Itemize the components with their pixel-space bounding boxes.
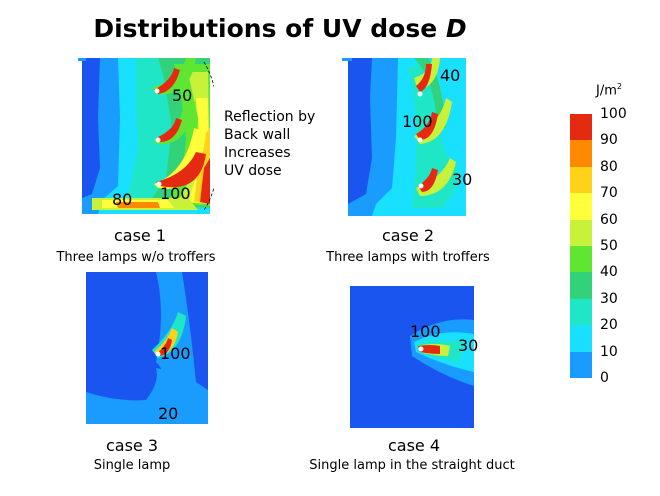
contour-label: 100 xyxy=(160,344,191,363)
colorbar-tick-label: 10 xyxy=(600,343,618,360)
contour-label: 80 xyxy=(112,190,133,209)
dose-map-case-2 xyxy=(342,58,466,216)
colorbar-tick-label: 90 xyxy=(600,132,618,149)
colorbar-tick-label: 60 xyxy=(600,211,618,228)
colorbar-unit: J/m2 xyxy=(596,82,622,98)
panel-case-1 xyxy=(78,58,214,214)
dose-map-case-3 xyxy=(86,272,208,424)
colorbar-band xyxy=(570,325,592,353)
colorbar-tick-label: 70 xyxy=(600,185,618,202)
colorbar-tick-label: 0 xyxy=(600,370,609,386)
colorbar-tick-label: 100 xyxy=(600,106,627,122)
panel-case-3 xyxy=(86,272,208,424)
annotation-line: UV dose xyxy=(224,163,282,179)
panel-case-2 xyxy=(342,58,466,216)
contour-label: 30 xyxy=(458,336,479,355)
case-label: case 2 xyxy=(381,226,435,245)
contour-label: 100 xyxy=(160,184,191,203)
colorbar-band xyxy=(570,114,592,141)
colorbar-tick-label: 30 xyxy=(600,290,618,307)
colorbar-band xyxy=(570,193,592,221)
contour-label: 100 xyxy=(402,112,433,131)
annotation-line: Reflection by xyxy=(224,109,316,125)
annotation-line: Back wall xyxy=(224,127,291,143)
case-description: Single lamp in the straight duct xyxy=(309,458,515,473)
case-label: case 3 xyxy=(105,436,159,455)
colorbar-tick-label: 50 xyxy=(600,238,618,254)
case-description: Three lamps with troffers xyxy=(326,250,490,265)
contour-label: 50 xyxy=(172,86,193,105)
colorbar-band xyxy=(570,140,592,168)
colorbar-band xyxy=(570,298,592,326)
colorbar-tick-label: 20 xyxy=(600,317,618,334)
dose-map-case-1 xyxy=(78,58,214,214)
title-text: Distributions of UV dose xyxy=(93,14,446,43)
colorbar-band xyxy=(570,272,592,300)
contour-label: 20 xyxy=(158,404,179,423)
dose-map-case-4 xyxy=(350,286,474,428)
colorbar-tick-label: 80 xyxy=(600,158,618,175)
contour-label: 40 xyxy=(440,66,461,85)
contour-label: 30 xyxy=(452,170,473,189)
colorbar-tick-label: 40 xyxy=(600,264,618,281)
case-description: Single lamp xyxy=(93,458,171,473)
case-label: case 4 xyxy=(387,436,441,455)
colorbar xyxy=(570,114,592,379)
contour-label: 100 xyxy=(410,322,441,341)
colorbar-band xyxy=(570,166,592,194)
annotation-line: Increases xyxy=(224,145,291,161)
diagram-title: Distributions of UV dose D xyxy=(0,14,560,43)
unit-exponent: 2 xyxy=(616,82,622,91)
colorbar-band xyxy=(570,246,592,273)
colorbar-band xyxy=(570,219,592,247)
case-label: case 1 xyxy=(113,226,167,245)
reflection-annotation: Reflection by Back wall Increases UV dos… xyxy=(224,108,315,180)
colorbar-band xyxy=(570,351,592,379)
panel-case-4 xyxy=(350,286,474,428)
case-description: Three lamps w/o troffers xyxy=(56,250,216,265)
title-symbol: D xyxy=(445,14,467,43)
unit-text: J/m xyxy=(596,83,617,99)
